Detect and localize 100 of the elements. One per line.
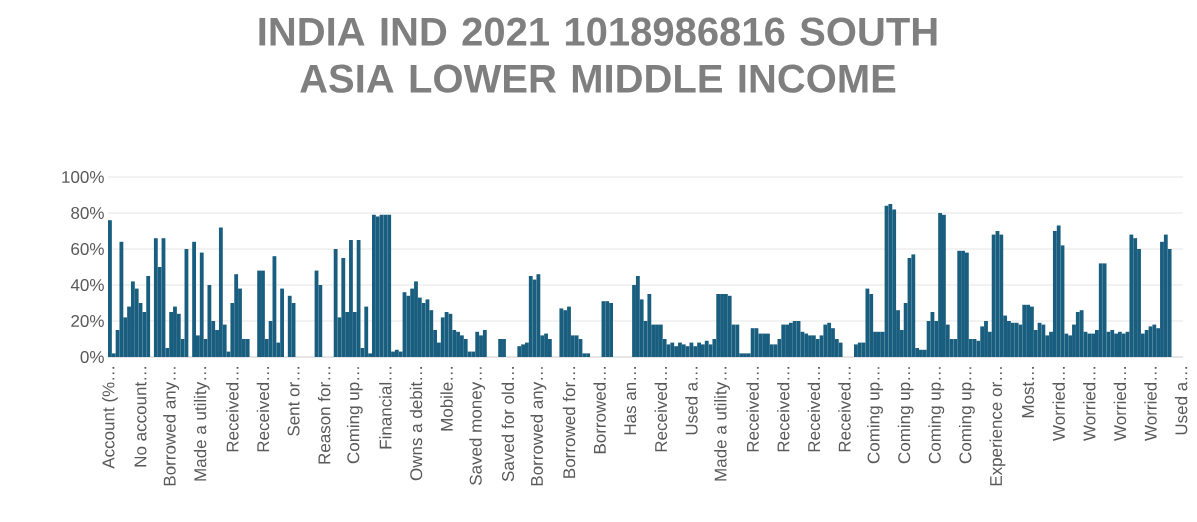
x-tick-label: Used a… bbox=[685, 367, 698, 435]
bar bbox=[823, 324, 828, 357]
x-tick-label: Owns a debit… bbox=[409, 367, 423, 481]
y-tick-label: 40% bbox=[70, 278, 104, 292]
bar bbox=[605, 301, 610, 357]
bar bbox=[341, 257, 346, 357]
bar bbox=[383, 214, 388, 357]
bar bbox=[287, 295, 292, 357]
x-tick-label: Financial… bbox=[379, 367, 392, 449]
bar bbox=[574, 335, 579, 357]
bar bbox=[984, 320, 988, 357]
bar bbox=[1098, 263, 1103, 357]
bar bbox=[146, 275, 151, 357]
bar bbox=[119, 241, 124, 357]
bar bbox=[1110, 329, 1115, 357]
bar bbox=[1091, 333, 1096, 357]
x-tick-label: Experience or… bbox=[989, 367, 1006, 486]
bar bbox=[199, 252, 204, 357]
bar bbox=[567, 306, 571, 357]
bar bbox=[716, 293, 721, 357]
x-tick-label: Reason for… bbox=[317, 367, 331, 464]
x-tick-label: Borrowed… bbox=[593, 367, 606, 454]
bar bbox=[559, 308, 564, 357]
bar bbox=[1163, 234, 1168, 357]
bar bbox=[700, 344, 705, 357]
bar bbox=[635, 275, 640, 357]
bar bbox=[280, 288, 284, 357]
bar bbox=[169, 311, 174, 357]
x-tick-label: Received… bbox=[256, 367, 270, 452]
bar bbox=[781, 324, 786, 357]
bar bbox=[234, 274, 239, 357]
x-tick-label: Worried… bbox=[1052, 367, 1065, 441]
bar bbox=[888, 203, 893, 357]
x-tick-label: Mobile… bbox=[440, 367, 453, 431]
bar bbox=[153, 238, 158, 357]
bar bbox=[647, 293, 652, 357]
x-tick-label: Borrowed for… bbox=[562, 367, 576, 478]
bar bbox=[815, 338, 820, 357]
bar bbox=[521, 344, 526, 357]
bar bbox=[743, 353, 747, 357]
bar bbox=[475, 331, 480, 357]
chart-title: INDIA IND 2021 1018986816 SOUTH ASIA LOWER MIDDLE INCOME bbox=[259, 17, 937, 93]
bar bbox=[375, 216, 380, 357]
x-tick-label: No account… bbox=[134, 367, 147, 467]
x-tick-label: Received… bbox=[226, 367, 239, 452]
bar bbox=[192, 241, 197, 357]
x-tick-label: Worried… bbox=[1083, 367, 1096, 441]
bar bbox=[1152, 324, 1157, 357]
x-tick-label: Received… bbox=[777, 367, 790, 452]
bar bbox=[804, 333, 809, 357]
bar bbox=[528, 275, 533, 357]
x-tick-label: Coming up… bbox=[897, 367, 914, 464]
bar bbox=[678, 342, 682, 357]
bar bbox=[463, 338, 468, 357]
bar bbox=[371, 214, 376, 357]
bar bbox=[942, 214, 946, 357]
bar bbox=[876, 331, 881, 357]
bar bbox=[1117, 331, 1122, 357]
y-tick-label: 0% bbox=[80, 350, 104, 364]
bar bbox=[723, 293, 728, 357]
bar bbox=[762, 333, 767, 357]
x-tick-label: Received… bbox=[746, 367, 759, 452]
bar bbox=[536, 274, 541, 357]
x-tick-label: Saved money… bbox=[469, 367, 486, 485]
bar bbox=[364, 306, 369, 357]
bar bbox=[1022, 304, 1027, 357]
bar bbox=[517, 346, 522, 357]
x-tick-label: Sent or… bbox=[287, 367, 300, 436]
bar bbox=[792, 320, 797, 357]
bar bbox=[854, 344, 858, 357]
bar bbox=[1129, 234, 1134, 357]
bar bbox=[811, 335, 816, 357]
x-tick-label: Most… bbox=[1022, 367, 1035, 418]
bar bbox=[685, 346, 690, 357]
bar bbox=[1079, 310, 1084, 357]
bar bbox=[261, 270, 265, 357]
bar bbox=[207, 284, 212, 357]
bar bbox=[1102, 263, 1107, 357]
bar bbox=[1014, 322, 1019, 357]
bar bbox=[827, 322, 832, 357]
bar bbox=[735, 324, 740, 357]
bar bbox=[727, 295, 732, 357]
x-tick-label: Received… bbox=[807, 367, 821, 452]
y-tick-label: 80% bbox=[71, 206, 104, 220]
x-tick-label: Used a… bbox=[1174, 367, 1188, 435]
x-tick-label: Coming up… bbox=[928, 367, 945, 464]
bar bbox=[459, 335, 464, 357]
x-tick-label: Account (%… bbox=[102, 367, 118, 469]
bar bbox=[482, 329, 487, 357]
bar bbox=[838, 342, 843, 357]
bar bbox=[658, 324, 663, 357]
x-tick-label: Worried… bbox=[1113, 367, 1127, 441]
x-tick-label: Saved for old… bbox=[501, 367, 515, 482]
bar bbox=[1144, 329, 1149, 357]
bar bbox=[1075, 311, 1080, 357]
x-tick-label: Made a utility… bbox=[193, 367, 210, 481]
bar bbox=[421, 302, 426, 357]
x-tick-label: Coming up… bbox=[346, 367, 363, 464]
bar bbox=[563, 310, 568, 357]
bar bbox=[387, 214, 392, 357]
